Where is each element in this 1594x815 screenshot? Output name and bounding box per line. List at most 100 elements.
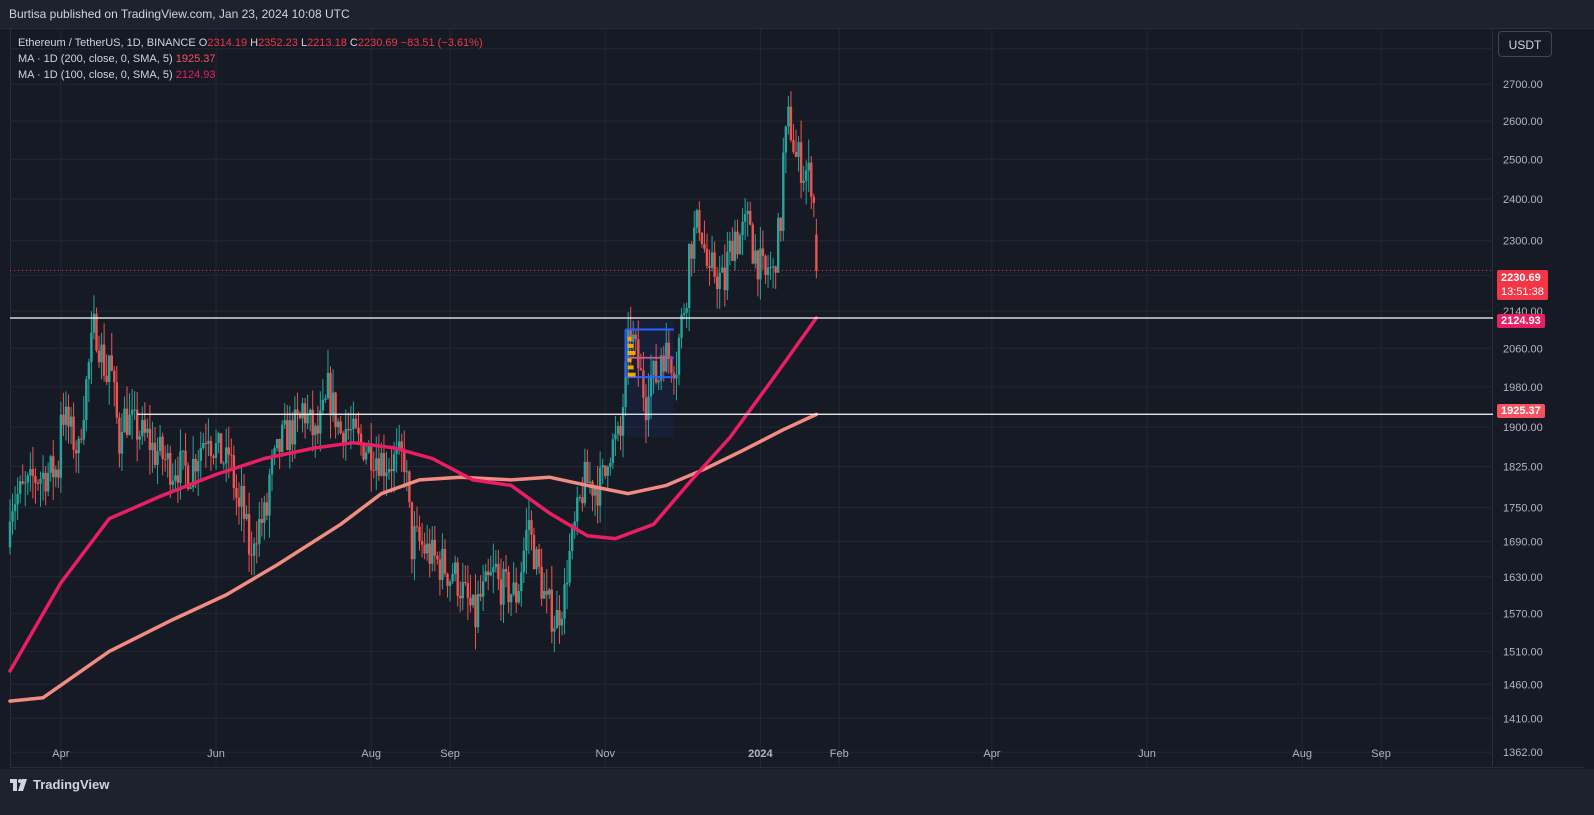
candle-body [227, 447, 230, 455]
x-tick-label: 2024 [748, 748, 773, 760]
candle-body [118, 417, 121, 454]
candle-body [324, 398, 327, 400]
candle-body [604, 465, 607, 476]
candle-body [39, 478, 42, 484]
candle-body [408, 471, 411, 503]
candle-body [675, 374, 678, 379]
candle-body [670, 358, 673, 373]
x-tick-label: Apr [983, 748, 1000, 760]
candle-body [606, 466, 609, 476]
candle-body [199, 447, 202, 462]
candle-body [687, 244, 691, 308]
candle-body [288, 420, 292, 450]
candle-body [787, 106, 790, 127]
candle-body [176, 475, 180, 483]
candle-body [726, 251, 729, 291]
candle-body [761, 248, 765, 256]
candle-body [504, 568, 508, 572]
candle-body [576, 497, 579, 522]
candle-body [336, 421, 340, 428]
candle-body [738, 235, 742, 255]
currency-button[interactable]: USDT [1498, 31, 1552, 57]
candle-body [49, 456, 52, 473]
candle-body [54, 469, 57, 478]
ma100-line [8, 316, 819, 673]
x-tick-label: Apr [52, 748, 69, 760]
candle-body [680, 314, 683, 338]
candle-body [133, 409, 136, 411]
candle-body [456, 562, 459, 596]
candle-body [698, 210, 701, 233]
candle-body [507, 571, 510, 603]
candle-body [479, 593, 482, 597]
candle-body [207, 440, 210, 444]
candle-body [530, 520, 533, 535]
candle-body [77, 438, 80, 454]
candle-body [298, 413, 302, 419]
candle-body [766, 267, 770, 275]
candle-body [799, 142, 803, 183]
candle-body [108, 355, 111, 383]
legend-open-label: O [198, 37, 208, 49]
chart-pane[interactable] [10, 28, 1493, 768]
candle-body [581, 497, 584, 504]
candle-body [639, 368, 643, 371]
candle-body [512, 582, 515, 595]
candle-body [191, 458, 195, 488]
candle-body [743, 214, 747, 222]
candle-body [72, 416, 75, 450]
candle-body [779, 217, 782, 231]
candle-body [314, 425, 317, 436]
candle-body [649, 375, 653, 397]
x-tick-label: Jun [207, 748, 225, 760]
candle-body [235, 488, 238, 498]
candle-body [219, 433, 223, 464]
candle-body [161, 436, 164, 460]
candle-body [771, 266, 775, 268]
candle-body [611, 439, 615, 463]
candle-body [143, 419, 147, 433]
candle-body [570, 527, 574, 552]
last-price-value: 2230.69 [1501, 272, 1541, 284]
candle-body [347, 429, 350, 431]
candle-body [662, 355, 665, 372]
candle-body [171, 480, 174, 485]
candle-body [609, 462, 612, 467]
legend-symbol[interactable]: Ethereum / TetherUS, 1D, BINANCE [18, 37, 196, 49]
candle-body [57, 469, 60, 478]
candle-body [489, 572, 492, 576]
footer-bar: TradingView [0, 769, 1594, 815]
candle-body [403, 450, 406, 472]
candle-body [624, 361, 627, 408]
candle-body [67, 406, 70, 427]
candle-body [497, 563, 500, 580]
candle-body [464, 582, 467, 584]
x-tick-label: Aug [1292, 748, 1312, 760]
candle-body [527, 520, 531, 530]
candle-body [326, 372, 330, 399]
x-tick-label: Jun [1138, 748, 1156, 760]
candle-body [777, 217, 780, 273]
candle-body [138, 436, 141, 440]
legend-open: 2314.19 [207, 37, 248, 49]
candle-body [568, 551, 571, 583]
candle-body [204, 443, 208, 445]
legend-ma200-row[interactable]: MA · 1D (200, close, 0, SMA, 5) 1925.37 [18, 51, 483, 67]
legend-change: −83.51 (−3.61%) [400, 37, 483, 49]
legend-ma100-row[interactable]: MA · 1D (100, close, 0, SMA, 5) 2124.93 [18, 67, 483, 83]
tradingview-logo[interactable]: TradingView [10, 777, 109, 792]
candle-body [319, 410, 322, 434]
candle-body [410, 502, 414, 560]
candle-body [212, 456, 215, 458]
candle-body [774, 266, 777, 273]
candle-body [583, 461, 587, 504]
price-scale[interactable] [1494, 28, 1584, 768]
x-tick-label: Sep [440, 748, 460, 760]
candle-body [163, 459, 167, 461]
candle-body [382, 452, 386, 477]
candle-body [21, 481, 24, 484]
last-price-tag: 2230.69 13:51:38 [1497, 270, 1548, 300]
chart-legend: Ethereum / TetherUS, 1D, BINANCE O2314.1… [18, 35, 483, 83]
candle-body [95, 313, 98, 351]
volume-profile-bar [627, 372, 636, 377]
